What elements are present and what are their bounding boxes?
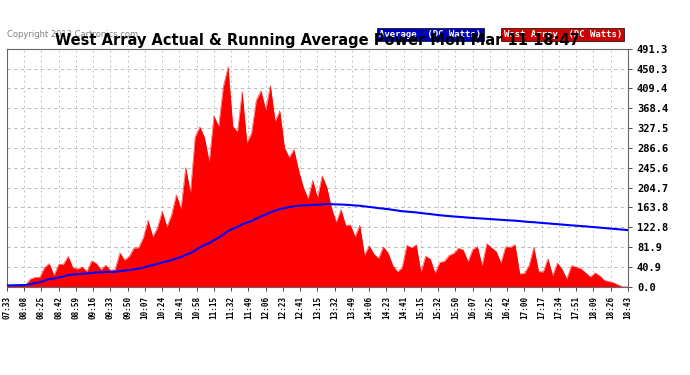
Text: Average  (DC Watts): Average (DC Watts) <box>380 30 482 39</box>
Title: West Array Actual & Running Average Power Mon Mar 11 18:47: West Array Actual & Running Average Powe… <box>55 33 580 48</box>
Text: West Array  (DC Watts): West Array (DC Watts) <box>504 30 622 39</box>
Text: Copyright 2013 Cartronics.com: Copyright 2013 Cartronics.com <box>7 30 138 39</box>
